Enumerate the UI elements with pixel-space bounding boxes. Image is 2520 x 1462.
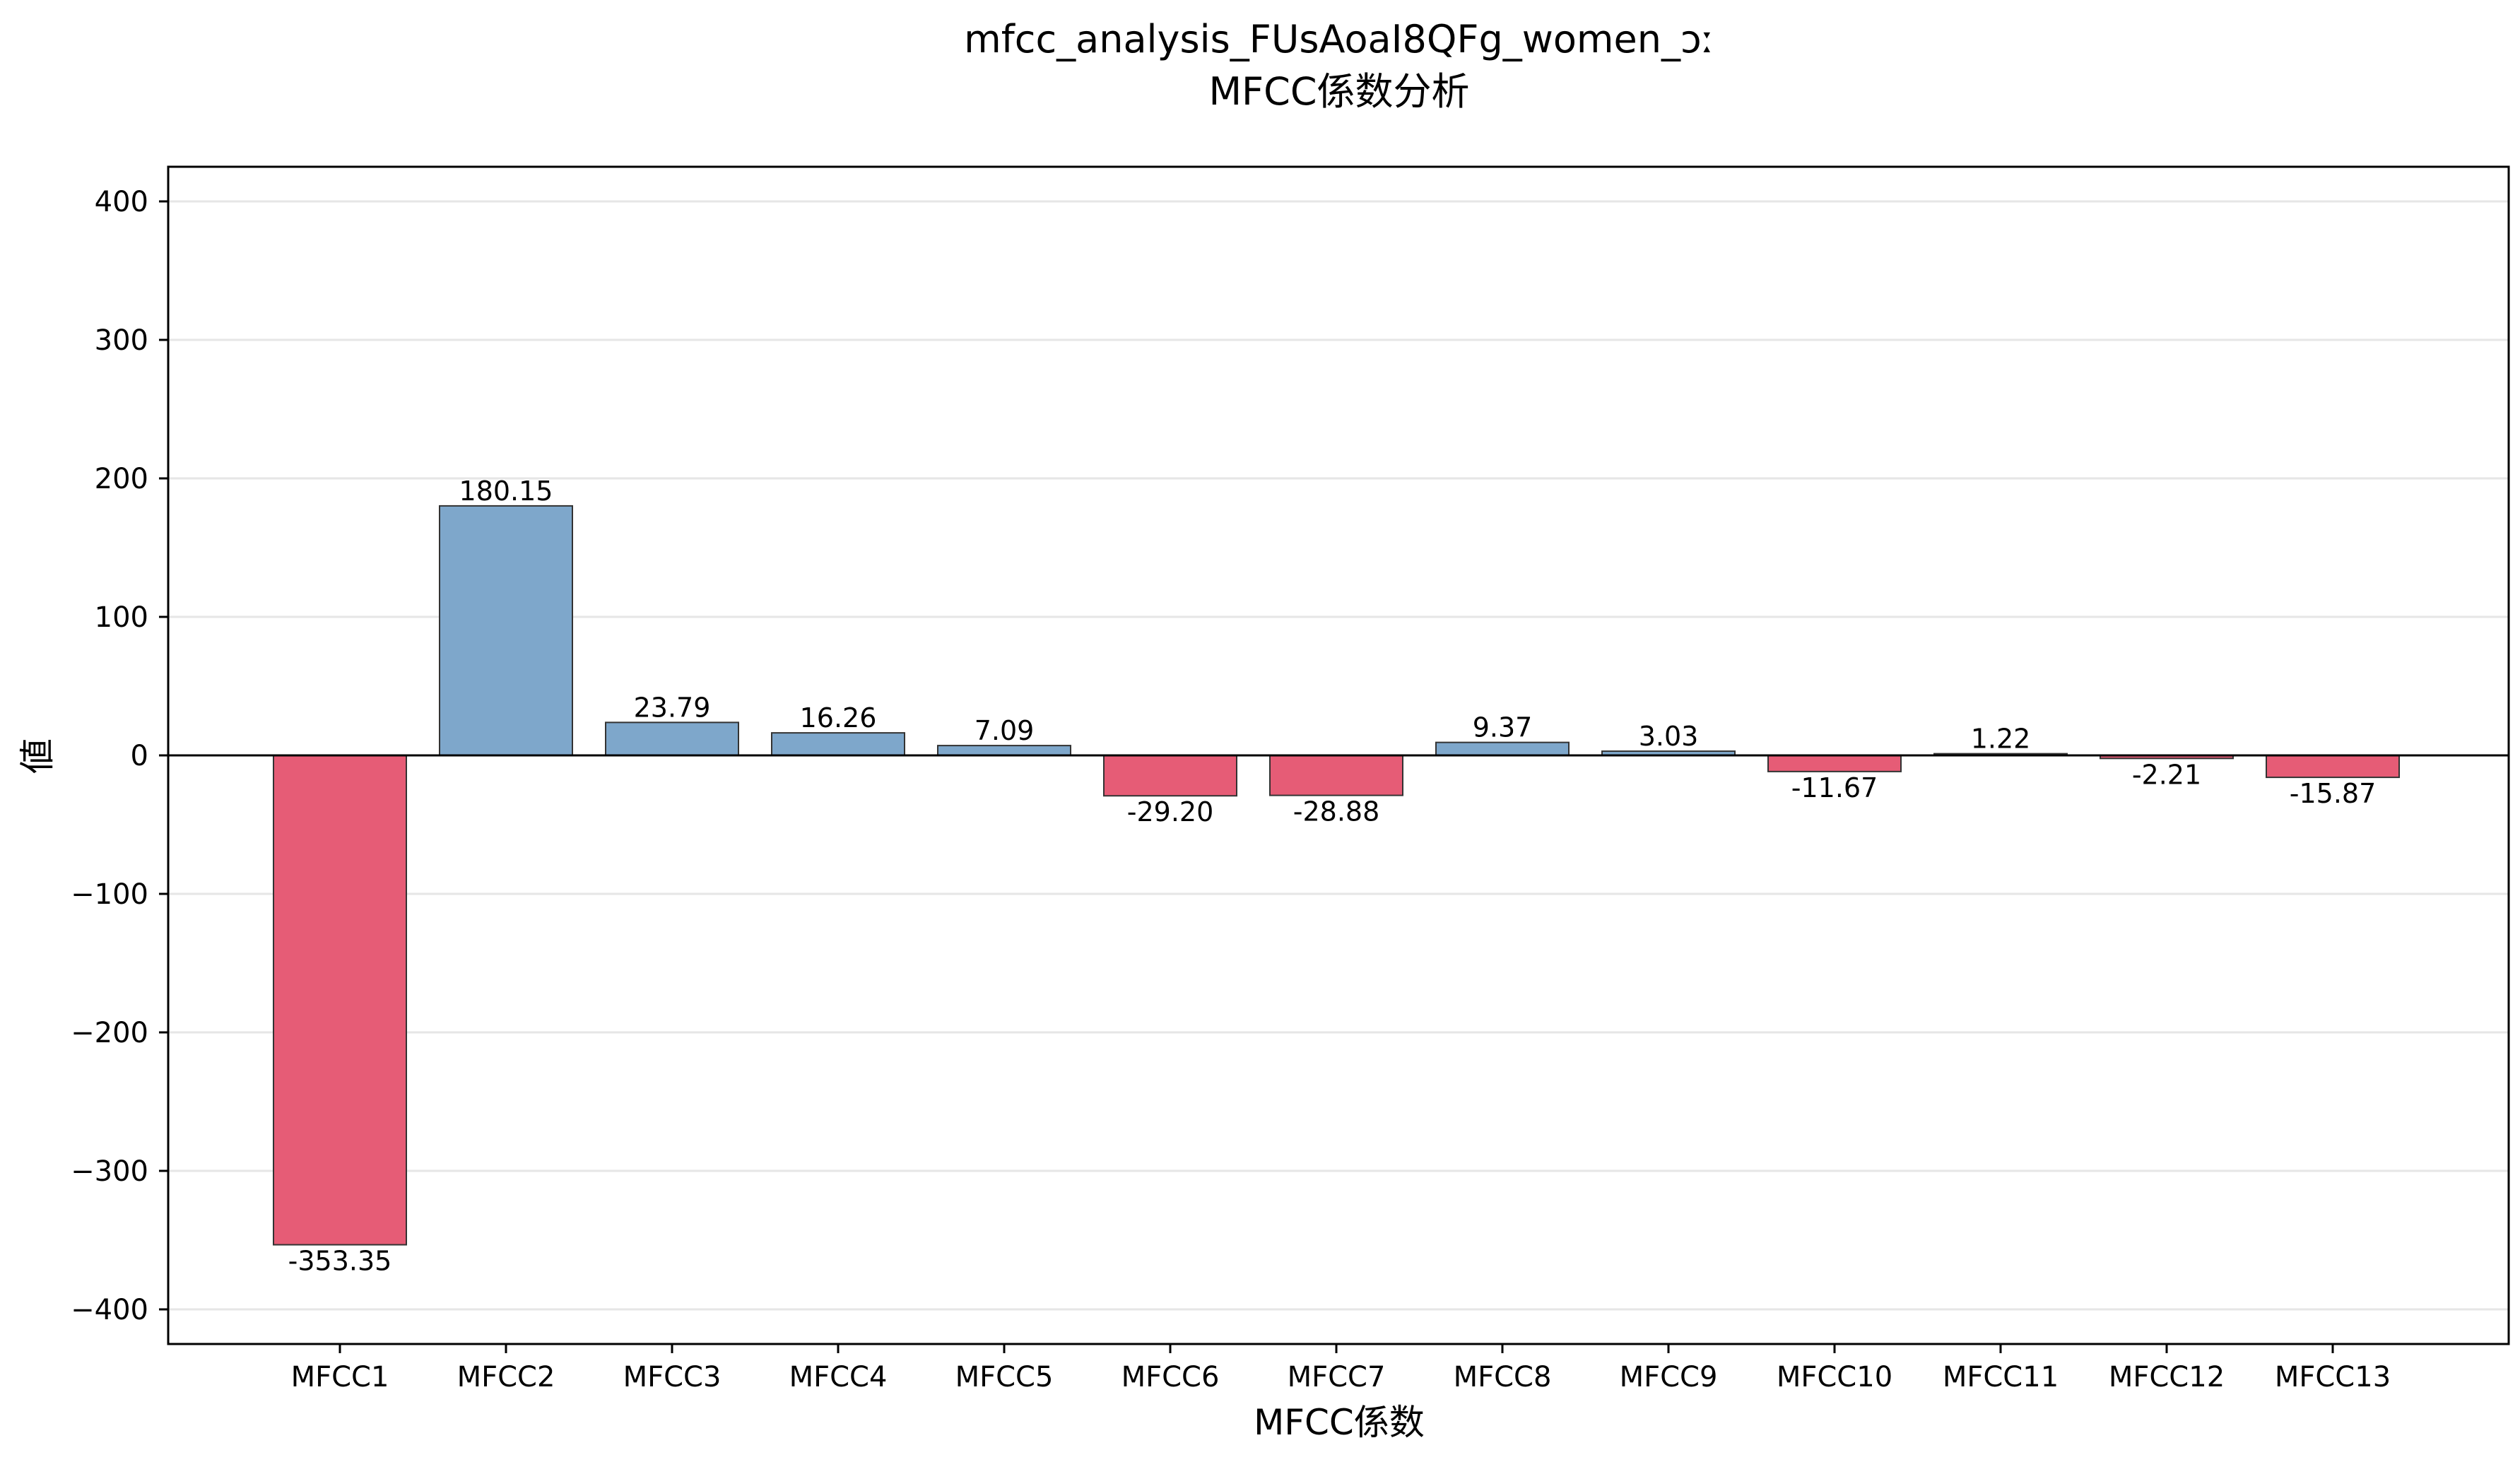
data-label-mfcc3: 23.79 <box>634 692 711 723</box>
x-axis-label: MFCC係数 <box>1254 1402 1425 1443</box>
y-axis-ticks: −400 −300 −200 −100 0 100 200 300 400 <box>71 186 168 1326</box>
x-tick-label: MFCC6 <box>1121 1361 1220 1393</box>
data-label-mfcc5: 7.09 <box>975 715 1035 746</box>
x-tick-label: MFCC7 <box>1288 1361 1386 1393</box>
y-tick-label: 0 <box>131 740 148 772</box>
y-tick-label: 200 <box>95 463 148 495</box>
x-tick-label: MFCC3 <box>623 1361 722 1393</box>
x-tick-label: MFCC9 <box>1620 1361 1718 1393</box>
x-tick-label: MFCC2 <box>457 1361 555 1393</box>
x-tick-label: MFCC12 <box>2109 1361 2225 1393</box>
y-tick-label: 300 <box>95 324 148 357</box>
data-labels: -353.35 180.15 23.79 16.26 7.09 -29.20 -28.88 9… <box>288 476 2377 1277</box>
bar-mfcc13 <box>2266 755 2400 779</box>
data-label-mfcc4: 16.26 <box>800 702 877 733</box>
y-tick-label: 100 <box>95 601 148 634</box>
bar-mfcc6 <box>1103 755 1237 797</box>
bar-mfcc2 <box>439 505 573 756</box>
x-tick-label: MFCC11 <box>1943 1361 2059 1393</box>
data-label-mfcc11: 1.22 <box>1971 724 2031 755</box>
chart-title: mfcc_analysis_FUsAoaI8QFg_women_ɔː <box>964 17 1714 61</box>
data-label-mfcc13: -15.87 <box>2290 778 2377 809</box>
data-label-mfcc6: -29.20 <box>1127 796 1214 827</box>
data-label-mfcc10: -11.67 <box>1791 772 1878 803</box>
y-tick-label: −200 <box>71 1017 148 1049</box>
bar-mfcc5 <box>937 745 1071 757</box>
y-axis-label: 値 <box>17 738 58 774</box>
bar-mfcc8 <box>1435 741 1570 756</box>
chart-subtitle: MFCC係数分析 <box>1208 69 1469 114</box>
y-tick-label: −400 <box>71 1294 148 1326</box>
y-tick-label: −300 <box>71 1155 148 1188</box>
bar-mfcc7 <box>1269 755 1403 796</box>
y-tick-label: −100 <box>71 878 148 911</box>
bars <box>273 505 2400 1246</box>
x-tick-label: MFCC1 <box>291 1361 389 1393</box>
data-label-mfcc12: -2.21 <box>2132 759 2201 790</box>
bar-mfcc1 <box>273 755 407 1246</box>
x-tick-label: MFCC8 <box>1454 1361 1552 1393</box>
x-tick-label: MFCC13 <box>2275 1361 2391 1393</box>
data-label-mfcc1: -353.35 <box>288 1246 392 1277</box>
x-tick-label: MFCC5 <box>955 1361 1054 1393</box>
x-axis-ticks: MFCC1 MFCC2 MFCC3 MFCC4 MFCC5 MFCC6 MFCC7 MFCC8… <box>291 1344 2391 1393</box>
bar-mfcc10 <box>1767 755 1902 772</box>
data-label-mfcc8: 9.37 <box>1473 712 1533 743</box>
data-label-mfcc2: 180.15 <box>459 476 553 507</box>
bar-mfcc3 <box>605 721 739 756</box>
data-label-mfcc7: -28.88 <box>1293 796 1380 827</box>
x-tick-label: MFCC10 <box>1777 1361 1892 1393</box>
y-tick-label: 400 <box>95 186 148 218</box>
data-label-mfcc9: 3.03 <box>1639 721 1699 752</box>
x-tick-label: MFCC4 <box>789 1361 888 1393</box>
bar-mfcc4 <box>771 732 905 756</box>
